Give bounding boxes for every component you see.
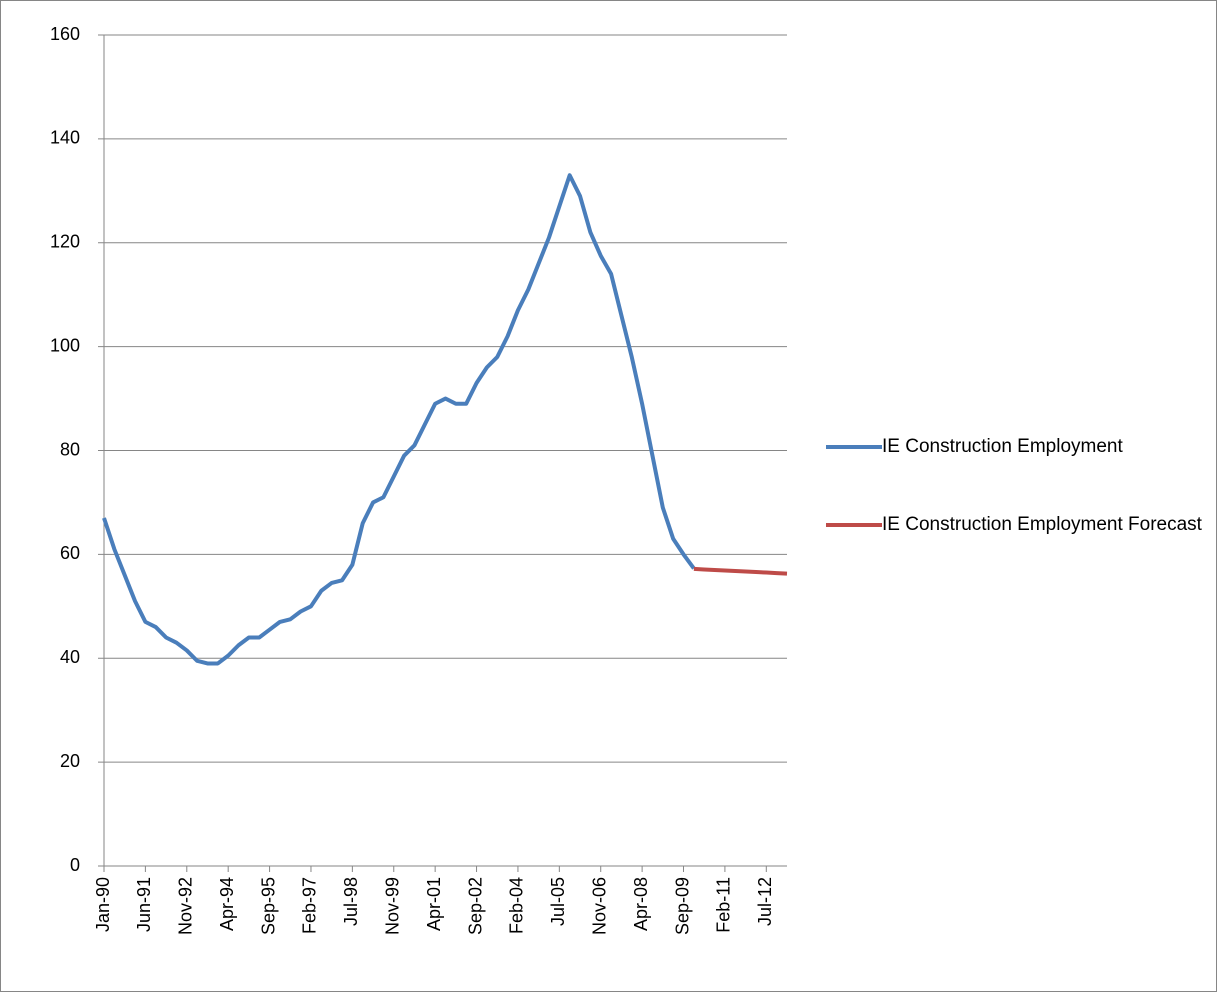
x-tick-label: Jul-98 (341, 877, 361, 926)
y-tick-label: 120 (50, 232, 80, 252)
x-tick-label: Feb-11 (714, 877, 734, 933)
x-tick-label: Jul-05 (548, 877, 568, 926)
x-tick-label: Nov-99 (383, 877, 403, 935)
x-tick-label: Apr-08 (631, 877, 651, 931)
x-tick-label: Jul-12 (755, 877, 775, 926)
y-tick-label: 140 (50, 128, 80, 148)
legend-label: IE Construction Employment (882, 436, 1123, 457)
y-tick-label: 20 (60, 751, 80, 771)
x-tick-label: Sep-09 (672, 877, 692, 935)
x-tick-label: Apr-94 (217, 877, 237, 931)
x-tick-label: Sep-02 (465, 877, 485, 935)
legend-label: IE Construction Employment Forecast (882, 514, 1202, 535)
x-tick-label: Feb-97 (300, 877, 320, 934)
x-tick-label: Nov-92 (176, 877, 196, 935)
x-tick-label: Jan-90 (93, 877, 113, 932)
x-tick-label: Feb-04 (507, 877, 527, 934)
series-line (102, 173, 696, 666)
y-tick-label: 80 (60, 439, 80, 459)
y-tick-label: 40 (60, 647, 80, 667)
x-tick-label: Jun-91 (134, 877, 154, 932)
y-tick-label: 100 (50, 335, 80, 355)
y-tick-label: 60 (60, 543, 80, 563)
series-line (693, 566, 788, 576)
y-tick-label: 160 (50, 24, 80, 44)
x-tick-label: Sep-95 (258, 877, 278, 935)
x-tick-label: Apr-01 (424, 877, 444, 931)
x-tick-label: Nov-06 (589, 877, 609, 935)
y-tick-label: 0 (70, 855, 80, 875)
